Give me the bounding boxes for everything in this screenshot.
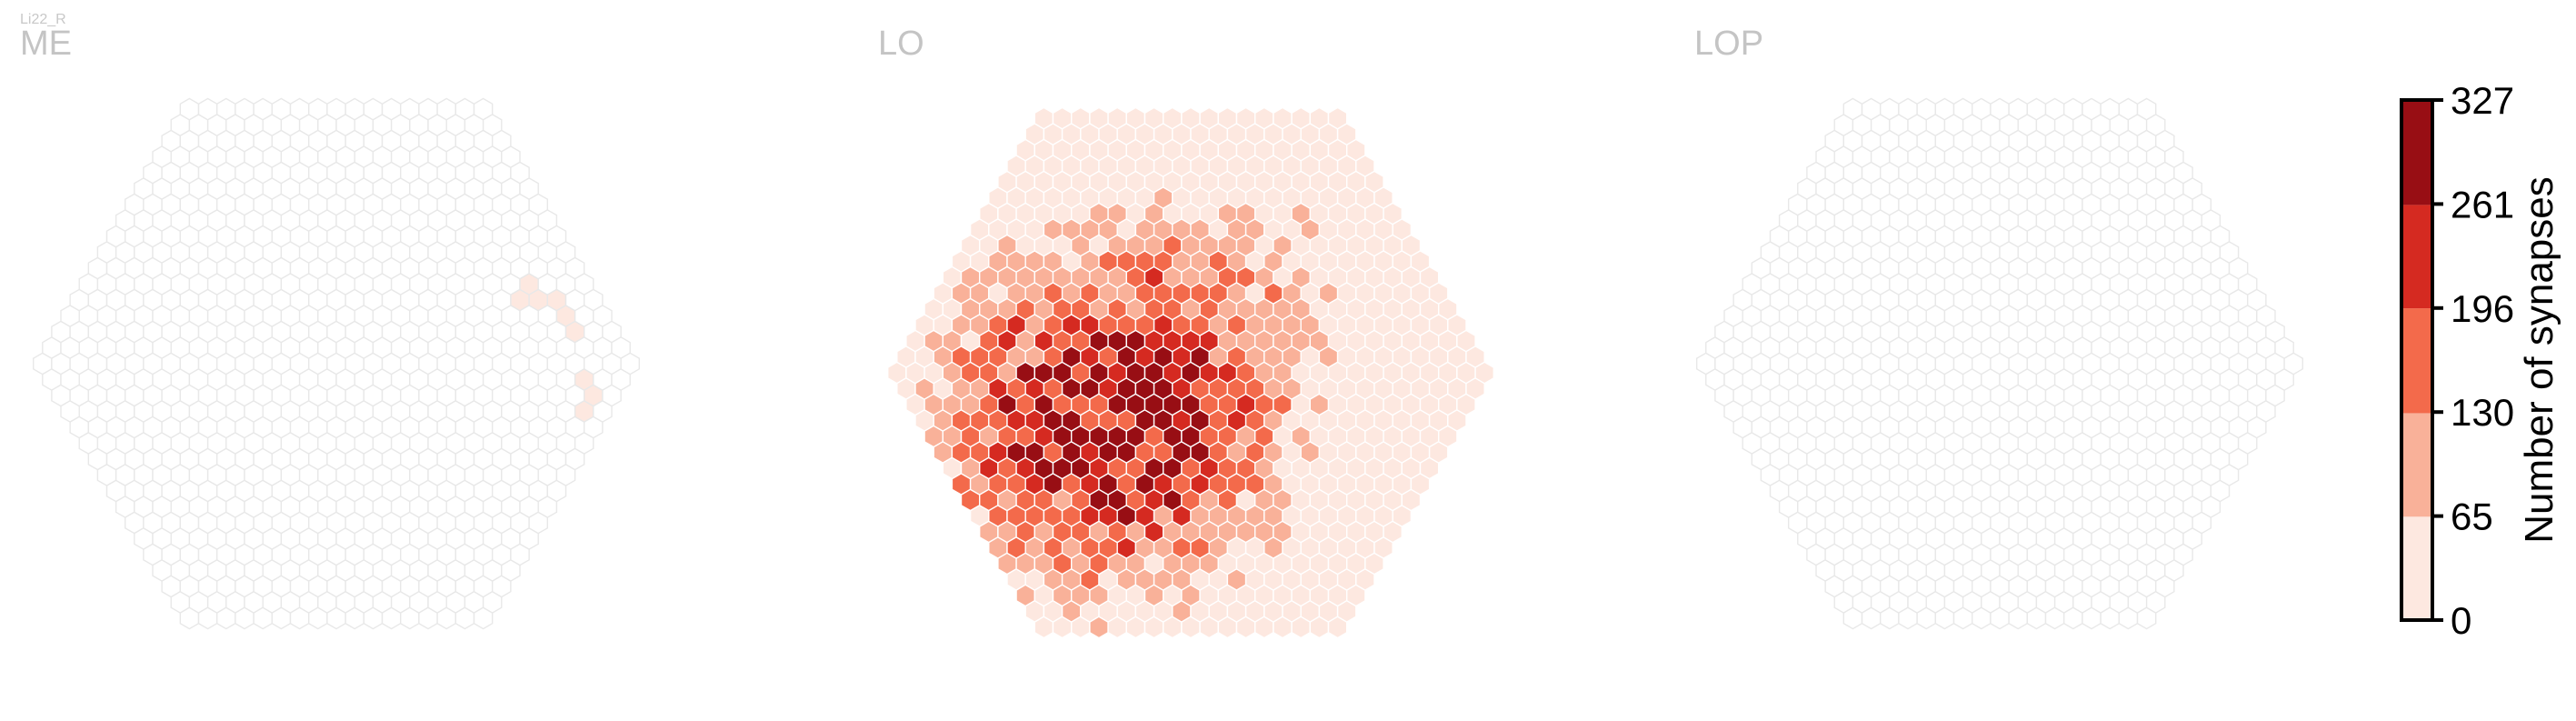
hex-cell-lop bbox=[2283, 352, 2304, 376]
panel-lop: LOP bbox=[1694, 25, 2304, 630]
hex-grid-me bbox=[33, 97, 640, 630]
hex-grid-lop bbox=[1695, 97, 2304, 630]
panel-title-lo: LO bbox=[878, 25, 924, 63]
colorbar-tick-label: 261 bbox=[2451, 183, 2514, 225]
hex-cell-me bbox=[620, 352, 640, 376]
colorbar-bin bbox=[2401, 205, 2432, 309]
colorbar: 0 65 130 196 261 327 Number of synapses bbox=[2400, 79, 2561, 642]
colorbar-tick-label: 0 bbox=[2451, 599, 2471, 642]
colorbar-bin bbox=[2401, 308, 2432, 414]
colorbar-bin bbox=[2401, 516, 2432, 620]
colorbar-tick-label: 196 bbox=[2451, 287, 2514, 330]
panel-lo: LO bbox=[878, 25, 1495, 639]
colorbar-tick-label: 65 bbox=[2451, 496, 2493, 538]
hex-cell-lo bbox=[1474, 361, 1495, 385]
panel-title-me: ME bbox=[20, 25, 72, 63]
hex-grid-lo bbox=[887, 106, 1495, 639]
colorbar-tick-label: 130 bbox=[2451, 391, 2514, 434]
colorbar-bin bbox=[2401, 100, 2432, 205]
panel-me: ME bbox=[20, 25, 640, 630]
colorbar-bin bbox=[2401, 413, 2432, 517]
corner-label: Li22_R bbox=[20, 12, 66, 27]
colorbar-label: Number of synapses bbox=[2517, 176, 2561, 544]
colorbar-tick-label: 327 bbox=[2451, 79, 2514, 122]
colorbar-frame bbox=[2400, 98, 2434, 622]
panel-title-lop: LOP bbox=[1694, 25, 1763, 63]
